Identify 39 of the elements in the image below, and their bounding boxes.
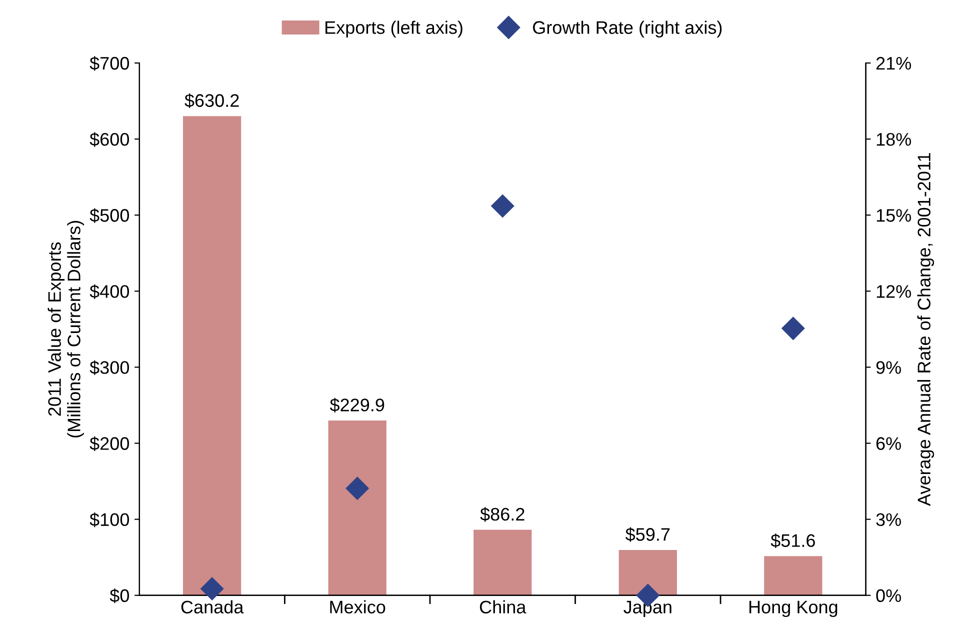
y2-tick-label: 6% [876,437,901,450]
x-tick-label: China [480,600,526,614]
y2-tick-label: 0% [876,589,901,602]
point [782,316,805,340]
y-tick-label: $400 [90,284,129,299]
y-tick-label: $100 [90,512,129,528]
y-axis-title: 2011 Value of Exports (Millions of Current Dollars) [48,220,84,438]
x-tick-label: Canada [181,600,244,614]
y2-tick-label: 18% [876,132,912,146]
y2-tick-label: 21% [876,56,912,70]
bar [764,556,822,596]
data-label: $86.2 [480,507,524,522]
y-tick-label: $0 [110,588,129,604]
legend-label: Exports (left axis) [326,20,462,38]
x-tick-label: Hong Kong [749,600,838,618]
point [200,577,224,600]
y-tick-label: $300 [90,360,129,375]
y-tick-label: $700 [90,56,129,71]
y2-tick-label: 12% [876,285,912,298]
data-label: $229.9 [330,398,384,412]
point [491,194,514,218]
data-label: $59.7 [625,527,670,542]
y-tick-label: $600 [90,132,129,147]
y2-tick-label: 3% [876,513,901,526]
y2-tick-label: 15% [876,209,912,222]
bar [328,420,386,596]
bar [474,530,532,596]
y2-tick-label: 9% [876,361,901,374]
x-tick-label: Japan [624,600,672,618]
legend-label: Growth Rate (right axis) [533,20,722,38]
y-tick-label: $200 [90,436,129,452]
y2-axis-title: Average Annual Rate of Change, 2001-2011 [917,153,934,506]
y-tick-label: $500 [90,208,129,223]
data-label: $630.2 [184,93,239,108]
data-label: $51.6 [770,533,815,548]
bar [183,116,242,596]
x-tick-label: Mexico [330,600,386,614]
bar [618,550,677,596]
point [346,476,369,500]
